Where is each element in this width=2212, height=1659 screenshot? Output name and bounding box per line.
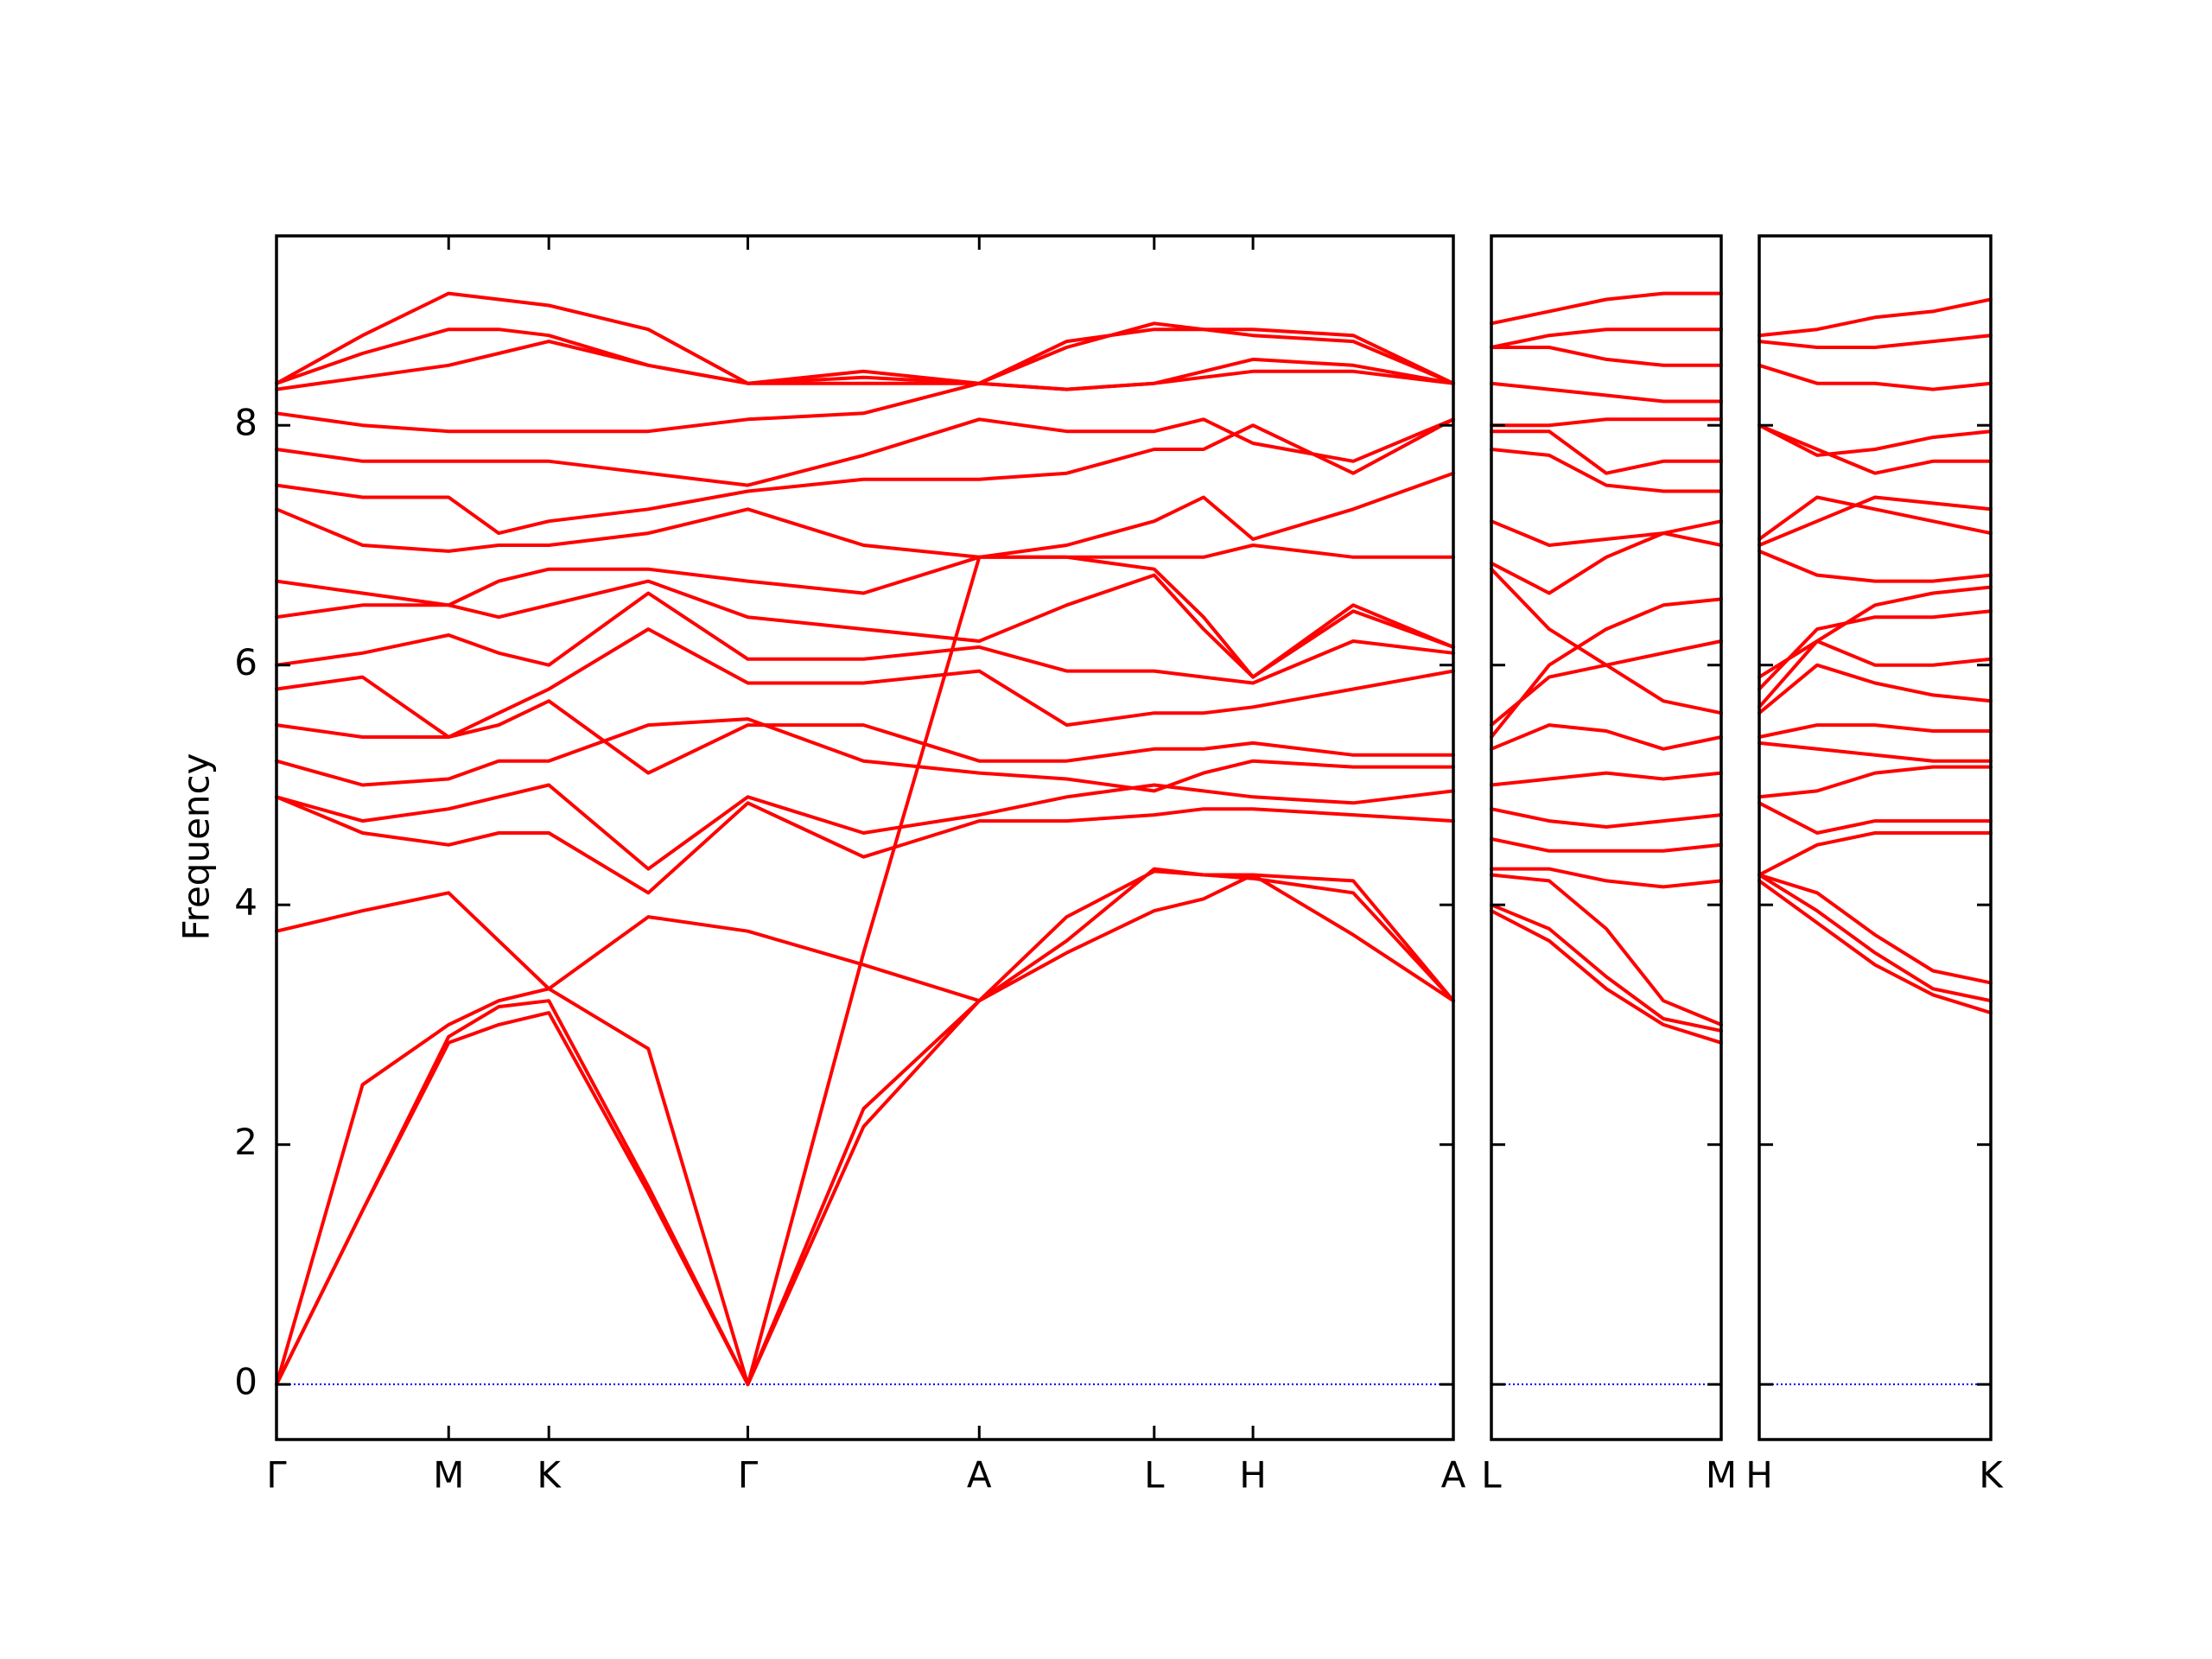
y-axis-label: Frequency xyxy=(175,753,218,941)
band xyxy=(1490,381,1723,404)
band xyxy=(275,357,1455,434)
band xyxy=(1758,741,1993,763)
x-tick-label: L xyxy=(1481,1454,1502,1497)
band xyxy=(1758,639,1993,709)
band xyxy=(275,573,1455,679)
band xyxy=(1758,609,1993,691)
x-tick-label: K xyxy=(537,1454,562,1497)
x-tick-label: M xyxy=(433,1454,464,1497)
band xyxy=(275,591,1455,685)
x-tick-label: H xyxy=(1745,1454,1773,1497)
band xyxy=(275,783,1455,871)
band xyxy=(1758,723,1993,739)
band xyxy=(1490,519,1723,547)
band xyxy=(275,417,1455,487)
band xyxy=(275,699,1455,775)
band xyxy=(1490,873,1723,1027)
x-tick-label: K xyxy=(1979,1454,2004,1497)
band xyxy=(275,717,1455,793)
x-tick-label: A xyxy=(1441,1454,1466,1497)
band xyxy=(275,321,1455,391)
band xyxy=(1758,495,1993,541)
band xyxy=(275,291,1455,385)
x-tick-label: A xyxy=(967,1454,992,1497)
band xyxy=(1490,417,1723,428)
band xyxy=(275,627,1455,739)
band xyxy=(1490,639,1723,728)
band xyxy=(1490,448,1723,493)
band xyxy=(275,555,1455,1387)
band xyxy=(1758,549,1993,583)
band xyxy=(1490,597,1723,739)
band xyxy=(275,867,1455,1003)
band xyxy=(1490,909,1723,1045)
band xyxy=(275,471,1455,559)
band xyxy=(1490,346,1723,367)
band xyxy=(1490,519,1723,595)
x-tick-label: L xyxy=(1144,1454,1165,1497)
band xyxy=(275,795,1455,895)
band xyxy=(1758,585,1993,679)
band xyxy=(1758,423,1993,457)
band xyxy=(1758,765,1993,799)
band xyxy=(1758,873,1993,1003)
plot-frame xyxy=(1490,234,1723,1441)
band xyxy=(1758,363,1993,391)
band xyxy=(275,869,1455,1387)
band xyxy=(275,543,1455,607)
x-tick-label: Γ xyxy=(266,1454,287,1497)
y-tick-label: 6 xyxy=(234,641,257,683)
x-tick-label: Γ xyxy=(738,1454,759,1497)
band xyxy=(1490,291,1723,326)
band xyxy=(1490,327,1723,349)
band xyxy=(1758,297,1993,338)
band xyxy=(1758,663,1993,715)
band xyxy=(1758,873,1993,985)
band xyxy=(1490,903,1723,1033)
plot-frame xyxy=(1758,234,1993,1441)
band xyxy=(1490,867,1723,889)
x-tick-label: M xyxy=(1706,1454,1737,1497)
x-tick-label: H xyxy=(1239,1454,1267,1497)
band xyxy=(1758,879,1993,1015)
band xyxy=(1758,801,1993,835)
band xyxy=(1490,836,1723,853)
band xyxy=(1758,334,1993,349)
band xyxy=(1758,423,1993,475)
band xyxy=(1490,567,1723,715)
band xyxy=(1490,723,1723,751)
band xyxy=(1490,771,1723,787)
band xyxy=(1490,429,1723,475)
band xyxy=(275,327,1455,391)
plot-frame xyxy=(275,234,1455,1441)
y-tick-label: 0 xyxy=(234,1361,257,1403)
band xyxy=(275,873,1455,1387)
y-tick-label: 4 xyxy=(234,881,257,924)
band xyxy=(1758,495,1993,547)
y-tick-label: 2 xyxy=(234,1121,257,1163)
band xyxy=(1758,831,1993,877)
band xyxy=(1490,807,1723,829)
band xyxy=(275,417,1455,536)
y-tick-label: 8 xyxy=(234,402,257,444)
